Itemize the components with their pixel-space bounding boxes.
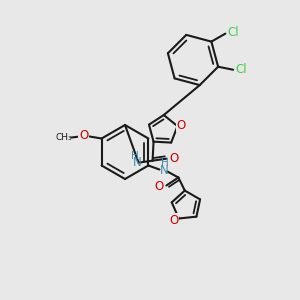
Text: O: O — [155, 180, 164, 193]
Text: Cl: Cl — [228, 26, 239, 39]
Text: N: N — [160, 164, 169, 177]
Text: O: O — [177, 118, 186, 132]
Text: H: H — [131, 151, 138, 161]
Text: O: O — [169, 214, 178, 227]
Text: H: H — [160, 158, 168, 169]
Text: Cl: Cl — [235, 63, 247, 76]
Text: O: O — [79, 129, 88, 142]
Text: N: N — [133, 156, 142, 169]
Text: O: O — [169, 152, 178, 165]
Text: CH₃: CH₃ — [55, 133, 72, 142]
